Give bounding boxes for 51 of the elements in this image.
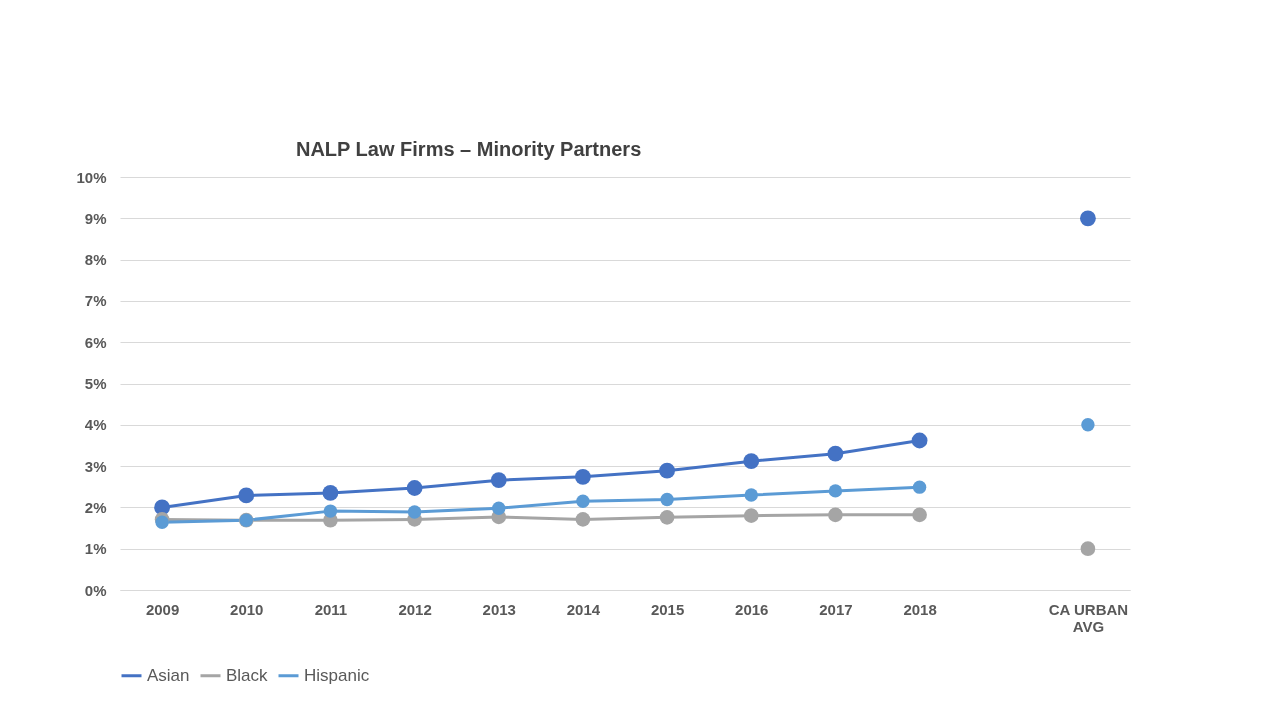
point bbox=[575, 468, 591, 485]
y-tick-label: 9% bbox=[84, 209, 107, 227]
x-tick-label: 2017 bbox=[819, 600, 853, 618]
x-tick-label: 2012 bbox=[398, 600, 432, 618]
point bbox=[828, 507, 843, 523]
y-tick-label: 3% bbox=[84, 457, 107, 475]
y-tick-label: 2% bbox=[84, 498, 107, 516]
x-tick-label: 2009 bbox=[145, 600, 180, 618]
point bbox=[1080, 541, 1096, 557]
point bbox=[575, 512, 591, 527]
x-tick-label: 2018 bbox=[903, 600, 937, 618]
x-tick-label: 2010 bbox=[230, 600, 264, 618]
y-tick-label: 0% bbox=[84, 581, 107, 599]
point bbox=[490, 472, 507, 489]
point bbox=[576, 494, 590, 508]
x-tick-label: 2016 bbox=[735, 600, 769, 618]
legend-label: Asian bbox=[147, 665, 190, 685]
point bbox=[407, 505, 422, 519]
point bbox=[1081, 418, 1095, 432]
point bbox=[323, 504, 338, 518]
legend-label: Black bbox=[226, 665, 269, 685]
point bbox=[406, 480, 423, 496]
point bbox=[659, 510, 675, 525]
point bbox=[322, 485, 339, 501]
y-tick-label: 4% bbox=[84, 416, 107, 434]
y-tick-label: 1% bbox=[84, 540, 107, 558]
x-tick-label: 2015 bbox=[650, 600, 685, 618]
legend-label: Hispanic bbox=[304, 665, 370, 685]
point bbox=[1080, 210, 1096, 227]
y-tick-label: 8% bbox=[84, 251, 107, 269]
point bbox=[660, 492, 674, 507]
point bbox=[911, 432, 928, 449]
y-tick-label: 5% bbox=[84, 375, 107, 392]
x-tick-label: 2014 bbox=[566, 600, 601, 618]
point bbox=[743, 508, 759, 523]
point bbox=[912, 480, 927, 494]
point bbox=[744, 488, 758, 502]
y-tick-label: 7% bbox=[84, 292, 107, 310]
x-tick-label: 2013 bbox=[482, 600, 516, 618]
y-tick-label: 6% bbox=[84, 333, 107, 351]
chart-title: NALP Law Firms – Minority Partners bbox=[295, 138, 642, 160]
x-tick-label: 2011 bbox=[314, 600, 348, 618]
point bbox=[912, 507, 927, 523]
point bbox=[743, 453, 760, 470]
point bbox=[659, 462, 675, 479]
y-tick-label: 10% bbox=[76, 168, 107, 186]
x-tick-label: CA URBAN AVG bbox=[1048, 600, 1129, 635]
point bbox=[492, 501, 506, 515]
point bbox=[238, 487, 255, 504]
point bbox=[828, 484, 843, 498]
point bbox=[827, 445, 844, 462]
